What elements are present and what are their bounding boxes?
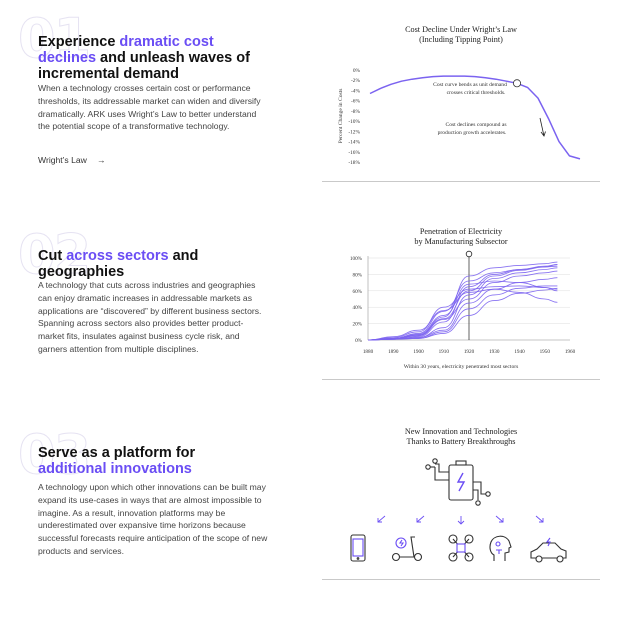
- battery-innovations-svg: New Innovation and Technologies Thanks t…: [350, 427, 567, 563]
- y-tick-label: -4%: [351, 88, 360, 94]
- tipping-point-marker: [512, 79, 521, 88]
- x-tick-label: 1920: [464, 349, 475, 355]
- section-body: A technology upon which other innovation…: [38, 482, 268, 556]
- y-tick-label: -16%: [348, 150, 360, 156]
- robot-head-icon: [489, 535, 512, 561]
- divider: [322, 181, 600, 182]
- y-tick-label: 80%: [352, 272, 362, 278]
- arrow-right-icon: →: [96, 155, 106, 165]
- annotation-text: Cost declines compound as: [445, 122, 506, 128]
- divider: [322, 579, 600, 580]
- y-tick-label: -6%: [351, 99, 360, 105]
- arrow-icons: [377, 515, 544, 525]
- series-line: [367, 285, 558, 341]
- y-tick-label: -8%: [351, 109, 360, 115]
- chart-subtitle: by Manufacturing Subsector: [414, 237, 507, 246]
- chart-title: Cost Decline Under Wright’s Law: [405, 25, 517, 34]
- heading-highlight: additional innovations: [38, 461, 192, 477]
- x-tick-label: 1880: [363, 349, 374, 355]
- heading-text: and unleash waves of incremental demand: [38, 50, 250, 82]
- arrow-down-left-icon: [416, 515, 425, 523]
- y-axis-label: Percent Change in Costs: [338, 89, 344, 144]
- annotation-text: production growth accelerates.: [438, 130, 507, 136]
- y-tick-label: 0%: [355, 338, 363, 344]
- section-number: 02: [17, 223, 91, 286]
- cost-decline-chart-svg: Cost Decline Under Wright’s Law(Includin…: [338, 25, 581, 166]
- cost-decline-chart: Cost Decline Under Wright’s Law (Includin…: [322, 22, 600, 172]
- x-tick-label: 1900: [413, 349, 424, 355]
- electricity-penetration-chart: Penetration of Electricity by Manufacturi…: [322, 224, 600, 374]
- annotation-text: Cost curve bends as unit demand: [433, 82, 507, 88]
- y-tick-label: -18%: [348, 160, 360, 166]
- heading-highlight: dramatic cost declines: [38, 34, 214, 66]
- x-axis-label: Within 30 years, electricity penetrated …: [404, 364, 519, 370]
- y-tick-label: 100%: [350, 256, 363, 262]
- x-tick-label: 1940: [514, 349, 525, 355]
- link-label: Wright’s Law: [38, 155, 87, 165]
- chart-subtitle: (Including Tipping Point): [419, 35, 503, 44]
- series-line: [367, 264, 558, 341]
- section-heading: Experience dramatic cost declines and un…: [38, 34, 263, 82]
- smartphone-icon: [350, 534, 366, 562]
- series-line: [367, 288, 558, 341]
- y-tick-label: -12%: [348, 129, 360, 135]
- section-body: A technology that cuts across industries…: [38, 280, 262, 354]
- section-number: 01: [17, 7, 91, 70]
- chart-title: Penetration of Electricity: [420, 227, 503, 236]
- y-tick-label: 60%: [352, 289, 362, 295]
- annotation-arrow-icon: [539, 117, 546, 137]
- y-tick-label: -10%: [348, 119, 360, 125]
- y-tick-label: 40%: [352, 305, 362, 311]
- battery-icon: [425, 458, 491, 506]
- heading-text: and geographies: [38, 248, 199, 280]
- section-heading: Serve as a platform for additional innov…: [38, 445, 263, 477]
- wrights-law-link[interactable]: Wright’s Law →: [38, 155, 105, 165]
- section-body: When a technology crosses certain cost o…: [38, 83, 261, 132]
- y-tick-label: -14%: [348, 140, 360, 146]
- arrow-down-right-icon: [495, 515, 504, 523]
- heading-text: Experience: [38, 34, 120, 50]
- figure-subtitle: Thanks to Battery Breakthroughs: [407, 437, 516, 446]
- series-line: [367, 265, 558, 341]
- arrow-down-icon: [457, 516, 465, 525]
- reference-marker: [465, 250, 473, 258]
- section-heading: Cut across sectors and geographies: [38, 248, 263, 280]
- heading-text: Cut: [38, 248, 67, 264]
- figure-title: New Innovation and Technologies: [405, 427, 517, 436]
- x-tick-label: 1950: [540, 349, 551, 355]
- x-tick-label: 1960: [565, 349, 576, 355]
- electric-car-icon: [530, 537, 567, 563]
- heading-text: Serve as a platform for: [38, 445, 196, 461]
- series-line: [367, 264, 558, 341]
- cost-curve-line: [369, 75, 581, 160]
- scooter-icon: [391, 536, 423, 562]
- drone-icon: [448, 534, 474, 562]
- divider: [322, 379, 600, 380]
- section-number: 03: [17, 423, 91, 486]
- series-line: [367, 267, 558, 341]
- annotation-text: crosses critical thresholds.: [447, 90, 506, 96]
- x-tick-label: 1910: [439, 349, 450, 355]
- x-tick-label: 1890: [388, 349, 399, 355]
- y-tick-label: -2%: [351, 78, 360, 84]
- battery-innovations-figure: New Innovation and Technologies Thanks t…: [322, 424, 600, 580]
- y-tick-label: 0%: [353, 68, 361, 74]
- arrow-down-left-icon: [377, 515, 386, 523]
- series-line: [367, 287, 558, 341]
- heading-highlight: across sectors: [66, 248, 169, 264]
- x-tick-label: 1930: [489, 349, 500, 355]
- section-1: 01 Experience dramatic cost declines and…: [0, 0, 630, 200]
- arrow-down-right-icon: [535, 515, 544, 523]
- y-tick-label: 20%: [352, 322, 362, 328]
